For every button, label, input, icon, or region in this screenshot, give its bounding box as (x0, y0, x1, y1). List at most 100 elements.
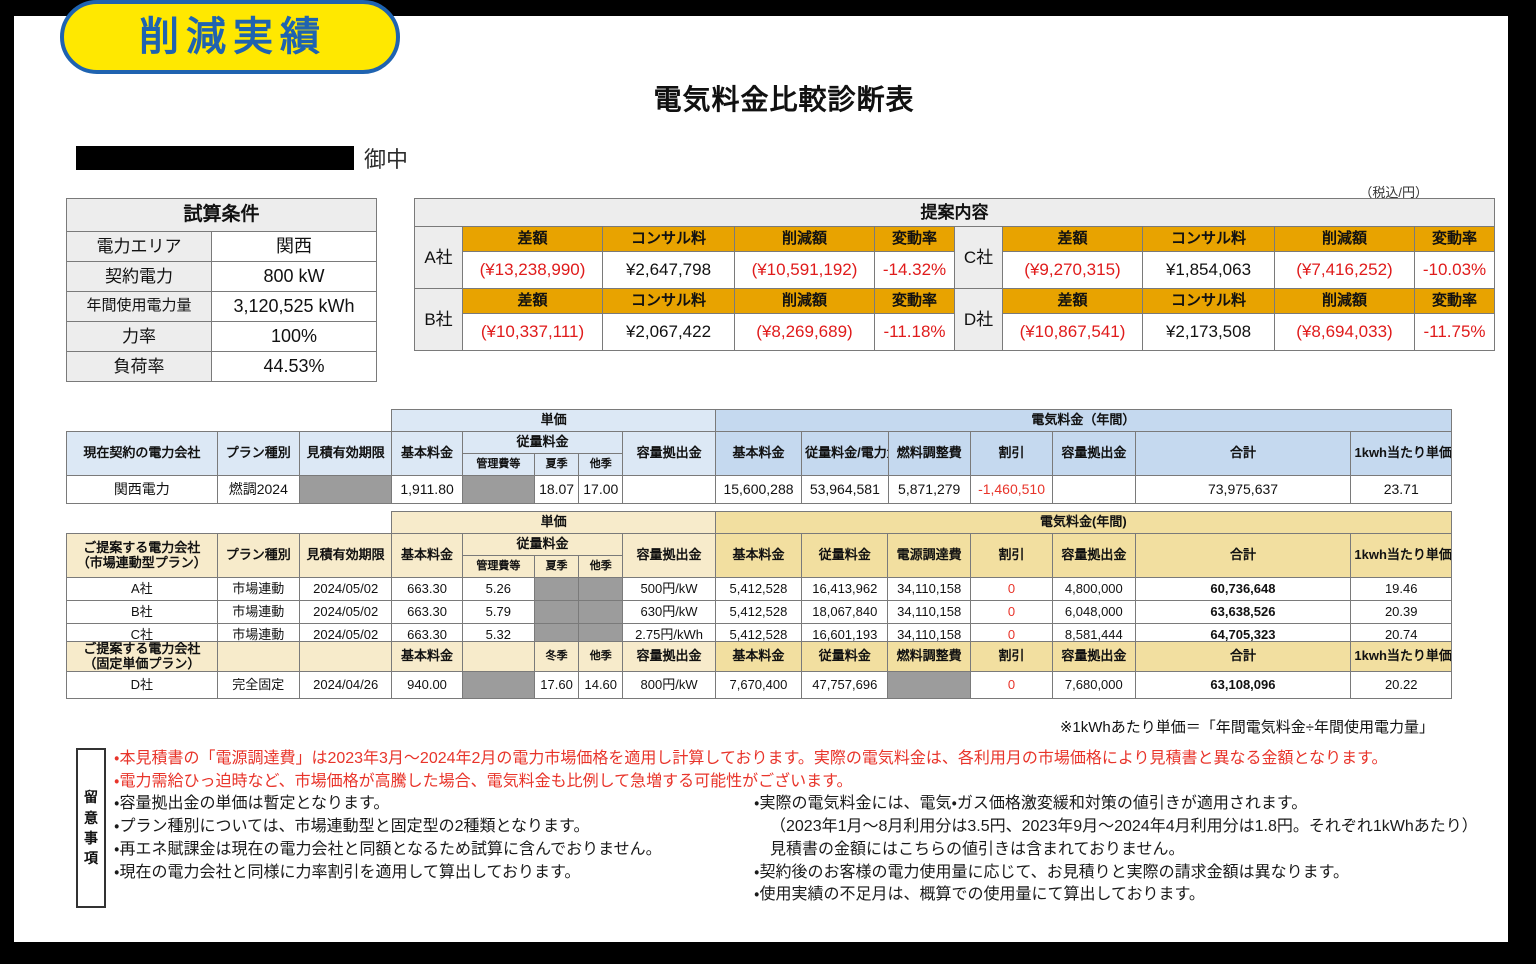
unit-price-formula-note: ※1kWhあたり単価＝「年間電気料金÷年間使用電力量」 (1059, 719, 1434, 736)
table-row: B社 市場連動 2024/05/02 663.30 5.79 630円/kW 5… (66, 600, 1452, 624)
proposal-col-difference: 差額 (462, 288, 603, 314)
table-row: 年間使用電力量 3,120,525 kWh (66, 291, 378, 322)
market-col-discount: 割引 (969, 533, 1054, 578)
current-col-capacity-fee-annual: 容量拠出金 (1052, 431, 1136, 476)
market-unit-per-kwh: 19.46 (1350, 577, 1452, 601)
market-col-summer: 夏季 (533, 555, 580, 578)
current-other-season: 17.00 (578, 475, 624, 504)
proposal-col-consulting-fee: コンサル料 (1142, 226, 1275, 252)
table-row: D社 完全固定 2024/04/26 940.00 17.60 14.60 80… (66, 671, 1452, 700)
current-quote-valid (298, 475, 393, 504)
fixed-base-rate-unit: 940.00 (391, 671, 463, 700)
proposal-col-difference: 差額 (1002, 226, 1143, 252)
table-row: (¥13,238,990) ¥2,647,798 (¥10,591,192) -… (415, 251, 1495, 289)
proposal-d-difference: (¥10,867,541) (1002, 313, 1143, 351)
note-item: ・使用実績の不足月は、概算での使用量にて算出しております。 (754, 886, 1205, 904)
market-quote-valid: 2024/05/02 (298, 577, 393, 601)
market-group-header-row: 単価 電気料金(年間) (67, 511, 1453, 534)
current-col-quote-valid: 見積有効期限 (298, 431, 393, 476)
condition-value-load-factor: 44.53% (210, 351, 378, 382)
current-unit-per-kwh: 23.71 (1350, 475, 1452, 504)
proposal-d-reduction: (¥8,694,033) (1274, 313, 1415, 351)
market-col-metered-annual: 従量料金 (801, 533, 889, 578)
market-summer (533, 600, 580, 624)
proposal-c-consulting-fee: ¥1,854,063 (1142, 251, 1275, 289)
current-col-plan-type: プラン種別 (216, 431, 300, 476)
fixed-mgmt-fee (461, 671, 535, 700)
fixed-fuel-adj (887, 671, 971, 700)
market-col-mgmt-fee: 管理費等 (461, 555, 535, 578)
fixed-winter: 17.60 (533, 671, 580, 700)
redacted-client-name (76, 146, 354, 170)
market-base-rate-annual: 5,412,528 (714, 577, 803, 601)
proposal-col-difference: 差額 (1002, 288, 1143, 314)
current-group-annual: 電気料金（年間） (714, 409, 1453, 432)
table-row: (¥10,337,111) ¥2,067,422 (¥8,269,689) -1… (415, 313, 1495, 351)
note-item: ・実際の電気料金には、電気・ガス価格激変緩和対策の値引きが適用されます。 (754, 795, 1308, 813)
current-fuel-adj: 5,871,279 (887, 475, 971, 504)
proposal-company-c: C社 (954, 226, 1003, 289)
fixed-col-unit-per-kwh: 1kwh当たり単価 (1350, 640, 1452, 673)
market-capacity-fee-unit: 500円/kW (622, 577, 716, 601)
fixed-header-row: ご提案する電力会社 （固定単価プラン） 基本料金 冬季 他季 容量拠出金 基本料… (66, 640, 1452, 673)
market-col-capacity-fee-annual: 容量拠出金 (1052, 533, 1136, 578)
condition-label-annual-usage: 年間使用電力量 (66, 291, 212, 322)
market-col-metered: 従量料金 (461, 533, 624, 556)
table-row: 関西電力 燃調2024 1,911.80 18.07 17.00 15,600,… (66, 475, 1452, 504)
proposal-title: 提案内容 (414, 198, 1495, 227)
fixed-metered-annual: 47,757,696 (801, 671, 889, 700)
proposal-col-difference: 差額 (462, 226, 603, 252)
market-col-capacity-fee-unit: 容量拠出金 (622, 533, 716, 578)
note-item: 見積書の金額にはこちらの値引きは含まれておりません。 (770, 840, 1185, 858)
current-col-summer: 夏季 (533, 453, 580, 476)
note-item: ・再エネ賦課金は現在の電力会社と同額となるため試算に含んでおりません。 (114, 840, 662, 858)
table-row: 負荷率 44.53% (66, 351, 378, 382)
market-other-season (578, 600, 624, 624)
fixed-total: 63,108,096 (1134, 671, 1352, 700)
notes-body: ・本見積書の「電源調達費」は2023年3月～2024年2月の電力市場価格を適用し… (114, 748, 1478, 907)
current-col-other-season: 他季 (578, 453, 624, 476)
proposal-c-reduction: (¥7,416,252) (1274, 251, 1415, 289)
current-col-mgmt-fee: 管理費等 (461, 453, 536, 476)
market-other-season (578, 577, 624, 601)
fixed-col-mgmt-fee (461, 640, 535, 673)
note-item: ・現在の電力会社と同様に力率割引を適用して算出しております。 (114, 863, 581, 881)
recipient-honorific: 御中 (364, 147, 409, 172)
condition-label-contract-power: 契約電力 (66, 261, 212, 292)
market-header-row-1: ご提案する電力会社 （市場連動型プラン） プラン種別 見積有効期限 基本料金 従… (66, 533, 1452, 578)
calculation-conditions-table: 試算条件 電力エリア 関西 契約電力 800 kW 年間使用電力量 3,120,… (65, 198, 378, 382)
fixed-col-metered-annual: 従量料金 (801, 640, 889, 673)
fixed-col-total: 合計 (1134, 640, 1352, 673)
market-col-base-rate-unit: 基本料金 (391, 533, 463, 578)
note-item: ・容量拠出金の単価は暫定となります。 (114, 795, 390, 813)
fixed-quote-valid: 2024/04/26 (298, 671, 393, 700)
current-col-base-rate-annual: 基本料金 (714, 431, 803, 476)
fixed-plan-type: 完全固定 (216, 671, 300, 700)
proposal-a-change-rate: -14.32% (874, 251, 955, 289)
market-col-quote-valid: 見積有効期限 (298, 533, 393, 578)
fixed-col-capacity-fee-unit: 容量拠出金 (622, 640, 716, 673)
condition-value-contract-power: 800 kW (210, 261, 378, 292)
current-col-capacity-fee-unit: 容量拠出金 (622, 431, 716, 476)
reduction-record-badge: 削減実績 (60, 0, 400, 74)
notes-right-column: ・実際の電気料金には、電気・ガス価格激変緩和対策の値引きが適用されます。 （20… (754, 793, 1478, 907)
proposal-title-row: 提案内容 (414, 198, 1495, 227)
fixed-other-season: 14.60 (578, 671, 624, 700)
notes-label-char: 留 (84, 789, 98, 806)
current-contract-table: 単価 電気料金（年間） 現在契約の電力会社 プラン種別 見積有効期限 基本料金 … (66, 409, 1453, 504)
market-base-rate-unit: 663.30 (391, 577, 463, 601)
fixed-company: D社 (66, 671, 218, 700)
notes-label-char: 項 (84, 850, 98, 867)
current-col-total: 合計 (1134, 431, 1352, 476)
table-row: 電力エリア 関西 (66, 231, 378, 262)
market-total: 60,736,648 (1134, 577, 1352, 601)
market-linked-proposal-table: 単価 電気料金(年間) ご提案する電力会社 （市場連動型プラン） プラン種別 見… (66, 511, 1453, 647)
market-metered-annual: 18,067,840 (801, 600, 889, 624)
proposal-col-reduction: 削減額 (734, 226, 875, 252)
proposal-a-consulting-fee: ¥2,647,798 (602, 251, 735, 289)
market-company: B社 (66, 600, 218, 624)
market-col-unit-per-kwh: 1kwh当たり単価 (1350, 533, 1452, 578)
fixed-col-plan-type (216, 640, 300, 673)
market-discount: 0 (969, 600, 1054, 624)
market-col-power-procurement: 電源調達費 (887, 533, 971, 578)
